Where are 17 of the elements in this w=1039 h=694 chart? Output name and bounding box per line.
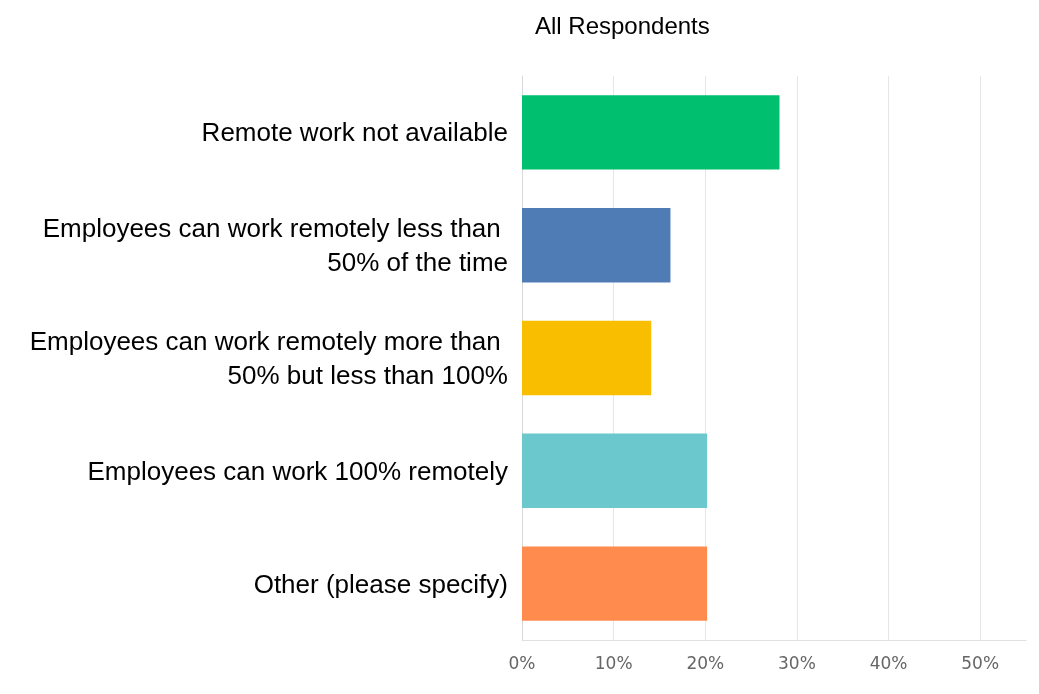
x-tick-label: 30% xyxy=(778,652,816,673)
y-tick-label: Other (please specify) xyxy=(253,568,508,599)
bar xyxy=(522,546,708,621)
y-tick-label: Employees can work 100% remotely xyxy=(87,455,508,486)
chart-title: All Respondents xyxy=(535,11,710,39)
x-tick-label: 50% xyxy=(961,652,1000,673)
y-tick-label: Employees can work remotely less than 50% of the time xyxy=(42,213,508,278)
x-tick-label: 0% xyxy=(508,652,536,673)
x-tick-label: 20% xyxy=(686,652,725,673)
bar xyxy=(522,433,708,509)
x-tick-label: 10% xyxy=(594,652,633,673)
bar xyxy=(522,207,671,283)
bar xyxy=(522,95,780,170)
x-tick-label: 40% xyxy=(869,652,908,673)
y-tick-label: Remote work not available xyxy=(201,117,508,148)
y-tick-label: Employees can work remotely more than 50% but less than 100% xyxy=(29,326,508,390)
bar xyxy=(522,320,652,396)
